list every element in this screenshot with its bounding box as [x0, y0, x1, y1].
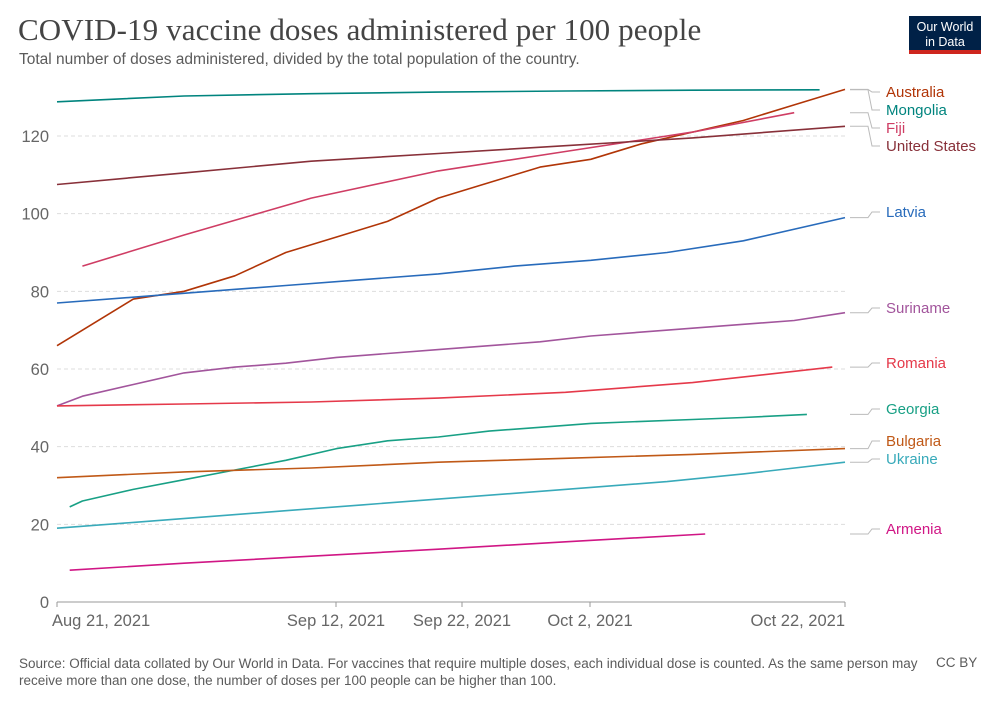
legend-label-georgia[interactable]: Georgia	[886, 401, 940, 418]
source-note: Source: Official data collated by Our Wo…	[19, 656, 918, 688]
legend-connector-mongolia	[850, 89, 880, 111]
x-tick-label: Oct 2, 2021	[547, 612, 632, 630]
legend-label-australia[interactable]: Australia	[886, 84, 945, 101]
series-line-suriname[interactable]	[56, 311, 846, 407]
legend-connector-georgia	[850, 408, 880, 415]
legend-connector-bulgaria	[850, 440, 880, 450]
series-line-australia[interactable]	[56, 88, 846, 347]
legend-connector-romania	[850, 362, 880, 368]
legend-label-latvia[interactable]: Latvia	[886, 204, 927, 221]
series-line-fiji[interactable]	[82, 111, 795, 267]
x-tick-label: Sep 12, 2021	[287, 612, 385, 630]
chart-title: COVID-19 vaccine doses administered per …	[18, 12, 702, 47]
series-line-georgia[interactable]	[69, 413, 807, 508]
legend-label-ukraine[interactable]: Ukraine	[886, 451, 938, 468]
y-tick-label: 40	[31, 439, 49, 457]
series-line-bulgaria[interactable]	[56, 447, 846, 479]
x-tick-label: Sep 22, 2021	[413, 612, 511, 630]
legend-label-armenia[interactable]: Armenia	[886, 521, 943, 538]
series-line-latvia[interactable]	[56, 216, 846, 304]
series-lines	[56, 88, 846, 571]
y-tick-label: 100	[21, 206, 49, 224]
logo-line-2: in Data	[925, 35, 965, 49]
legend-label-bulgaria[interactable]: Bulgaria	[886, 433, 942, 450]
series-line-ukraine[interactable]	[56, 461, 846, 529]
x-tick-label: Oct 22, 2021	[751, 612, 845, 630]
legend-connector-united-states	[850, 125, 880, 147]
legend-connector-suriname	[850, 307, 880, 314]
legend-label-united-states[interactable]: United States	[886, 138, 976, 155]
y-tick-label: 80	[31, 283, 49, 301]
series-line-united-states[interactable]	[56, 125, 846, 186]
y-tick-label: 120	[21, 128, 49, 146]
y-tick-label: 60	[31, 361, 49, 379]
chart-subtitle: Total number of doses administered, divi…	[19, 51, 580, 68]
legend-connector-armenia	[850, 528, 880, 535]
legend-connector-latvia	[850, 211, 880, 219]
legend-label-mongolia[interactable]: Mongolia	[886, 102, 948, 119]
grid-lines	[57, 135, 845, 525]
axes: 0 20 40 60 80 100 120 Aug 21, 2021 Sep 12, 2021 S…	[21, 128, 846, 630]
legend-connector-ukraine	[850, 458, 880, 463]
series-line-mongolia[interactable]	[56, 89, 820, 103]
y-tick-label: 20	[31, 516, 49, 534]
license-link[interactable]: CC BY	[936, 655, 978, 670]
y-tick-label: 0	[40, 594, 49, 612]
owid-logo[interactable]: Our World in Data	[909, 16, 981, 54]
x-tick-label: Aug 21, 2021	[52, 612, 150, 630]
series-line-armenia[interactable]	[69, 533, 706, 571]
logo-line-1: Our World	[916, 20, 974, 34]
legend-label-suriname[interactable]: Suriname	[886, 300, 950, 317]
legend-label-romania[interactable]: Romania	[886, 355, 947, 372]
legend-label-fiji[interactable]: Fiji	[886, 120, 905, 137]
legend-connector-fiji	[850, 112, 880, 129]
logo-accent-bar	[909, 50, 981, 54]
series-line-romania[interactable]	[56, 366, 833, 407]
